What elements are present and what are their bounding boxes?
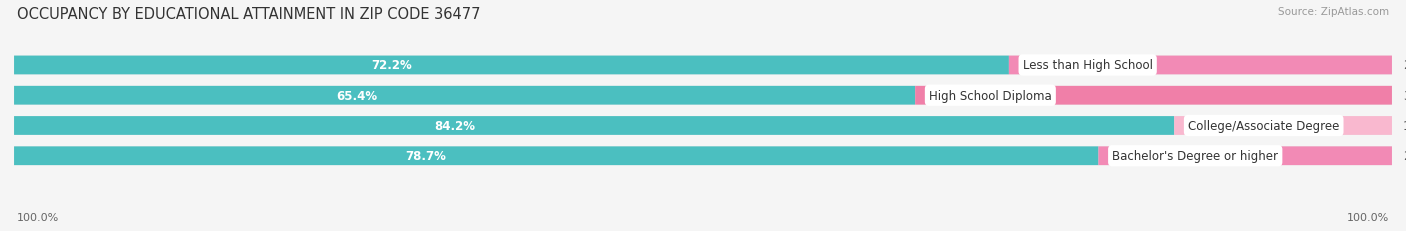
Text: 65.4%: 65.4%	[336, 89, 377, 102]
Text: 100.0%: 100.0%	[17, 212, 59, 222]
FancyBboxPatch shape	[14, 147, 1098, 165]
Text: 84.2%: 84.2%	[434, 119, 475, 132]
FancyBboxPatch shape	[14, 86, 1392, 105]
Text: 34.6%: 34.6%	[1403, 89, 1406, 102]
FancyBboxPatch shape	[14, 117, 1392, 135]
FancyBboxPatch shape	[1098, 147, 1392, 165]
Text: Source: ZipAtlas.com: Source: ZipAtlas.com	[1278, 7, 1389, 17]
FancyBboxPatch shape	[1174, 117, 1392, 135]
Text: 21.3%: 21.3%	[1403, 150, 1406, 163]
FancyBboxPatch shape	[1010, 56, 1392, 75]
Text: OCCUPANCY BY EDUCATIONAL ATTAINMENT IN ZIP CODE 36477: OCCUPANCY BY EDUCATIONAL ATTAINMENT IN Z…	[17, 7, 481, 22]
Text: 78.7%: 78.7%	[406, 150, 447, 163]
Text: 100.0%: 100.0%	[1347, 212, 1389, 222]
Text: 72.2%: 72.2%	[371, 59, 412, 72]
FancyBboxPatch shape	[14, 117, 1174, 135]
FancyBboxPatch shape	[14, 56, 1010, 75]
FancyBboxPatch shape	[14, 147, 1392, 165]
Text: 27.8%: 27.8%	[1403, 59, 1406, 72]
Text: Less than High School: Less than High School	[1022, 59, 1153, 72]
Text: Bachelor's Degree or higher: Bachelor's Degree or higher	[1112, 150, 1278, 163]
Text: 15.8%: 15.8%	[1403, 119, 1406, 132]
FancyBboxPatch shape	[14, 56, 1392, 75]
FancyBboxPatch shape	[14, 86, 915, 105]
Text: College/Associate Degree: College/Associate Degree	[1188, 119, 1340, 132]
FancyBboxPatch shape	[915, 86, 1392, 105]
Text: High School Diploma: High School Diploma	[929, 89, 1052, 102]
